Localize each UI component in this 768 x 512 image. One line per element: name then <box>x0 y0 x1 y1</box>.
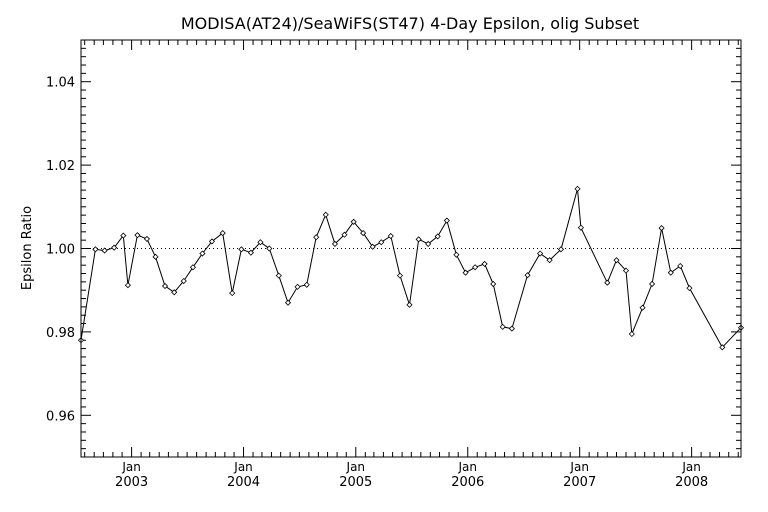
data-point-marker <box>257 239 264 246</box>
y-tick-label: 1.00 <box>46 243 75 258</box>
y-tick-label: 0.96 <box>46 409 75 424</box>
series-layer <box>77 185 745 351</box>
x-tick-year-label: 2007 <box>563 475 596 490</box>
data-point-marker <box>472 264 479 271</box>
data-point-marker <box>180 277 187 285</box>
data-point-marker <box>294 283 301 290</box>
data-point-marker <box>199 250 206 257</box>
data-point-marker <box>639 304 646 311</box>
plot-frame <box>80 39 742 458</box>
data-point-marker <box>406 301 413 308</box>
data-point-marker <box>219 230 226 237</box>
data-point-marker <box>303 281 310 288</box>
x-tick-month-label: Jan <box>457 460 477 474</box>
data-point-marker <box>161 282 169 290</box>
x-tick-month-label: Jan <box>569 460 589 474</box>
x-tick-year-label: 2003 <box>115 475 148 490</box>
data-point-marker <box>171 289 178 296</box>
chart-title: MODISA(AT24)/SeaWiFS(ST47) 4-Day Epsilon… <box>181 14 639 33</box>
y-tick-label: 1.04 <box>46 76 75 91</box>
data-point-marker <box>686 285 693 292</box>
data-point-marker <box>275 272 282 279</box>
data-point-marker <box>677 262 684 270</box>
data-point-marker <box>574 185 581 192</box>
x-tick-month-label: Jan <box>346 460 366 474</box>
data-point-marker <box>434 233 441 240</box>
data-point-marker <box>613 257 620 264</box>
data-point-marker <box>238 246 245 253</box>
data-point-marker <box>667 269 674 276</box>
axes-layer: 0.960.981.001.021.04Jan2003Jan2004Jan200… <box>46 40 741 490</box>
x-tick-month-label: Jan <box>233 460 253 474</box>
data-point-marker <box>152 253 159 260</box>
data-point-marker <box>208 238 216 245</box>
data-point-marker <box>490 280 497 288</box>
data-point-marker <box>143 235 151 242</box>
data-point-marker <box>134 232 141 239</box>
x-tick-year-label: 2008 <box>675 475 708 490</box>
x-tick-year-label: 2004 <box>227 475 260 490</box>
data-point-marker <box>284 299 292 306</box>
data-point-marker <box>499 323 506 330</box>
data-point-marker <box>189 264 197 271</box>
data-point-marker <box>415 236 422 243</box>
data-point-marker <box>481 260 488 267</box>
data-point-marker <box>648 280 656 288</box>
data-point-marker <box>546 257 553 264</box>
data-point-marker <box>111 244 118 251</box>
data-point-marker <box>378 239 385 246</box>
data-point-marker <box>387 232 394 240</box>
data-point-marker <box>120 232 127 239</box>
data-point-marker <box>443 217 450 224</box>
data-point-marker <box>331 240 339 247</box>
data-point-marker <box>229 290 236 297</box>
x-tick-year-label: 2006 <box>451 475 484 490</box>
data-point-marker <box>453 251 460 258</box>
data-point-marker <box>247 249 254 256</box>
data-point-marker <box>577 224 584 231</box>
x-tick-year-label: 2005 <box>339 475 372 490</box>
data-point-marker <box>719 344 726 351</box>
data-point-marker <box>360 230 367 237</box>
data-point-marker <box>266 245 273 252</box>
data-point-marker <box>628 330 635 338</box>
data-point-marker <box>425 240 432 247</box>
data-point-marker <box>524 272 531 279</box>
data-point-marker <box>622 267 630 274</box>
data-point-marker <box>462 269 469 276</box>
y-tick-label: 0.98 <box>46 326 75 341</box>
data-point-marker <box>341 231 348 238</box>
data-point-marker <box>101 247 108 254</box>
data-point-marker <box>658 225 665 232</box>
x-tick-month-label: Jan <box>121 460 141 474</box>
data-point-marker <box>604 279 611 286</box>
data-point-marker <box>124 282 131 289</box>
data-point-marker <box>322 211 329 218</box>
y-tick-label: 1.02 <box>46 159 75 174</box>
data-point-marker <box>537 250 544 257</box>
data-point-marker <box>350 218 357 225</box>
data-point-marker <box>369 243 376 250</box>
data-point-marker <box>92 246 99 253</box>
y-axis-label: Epsilon Ratio <box>20 206 35 290</box>
data-point-marker <box>313 234 320 241</box>
data-point-marker <box>557 246 565 253</box>
data-point-marker <box>508 325 515 332</box>
data-point-marker <box>396 272 404 279</box>
x-tick-month-label: Jan <box>681 460 701 474</box>
